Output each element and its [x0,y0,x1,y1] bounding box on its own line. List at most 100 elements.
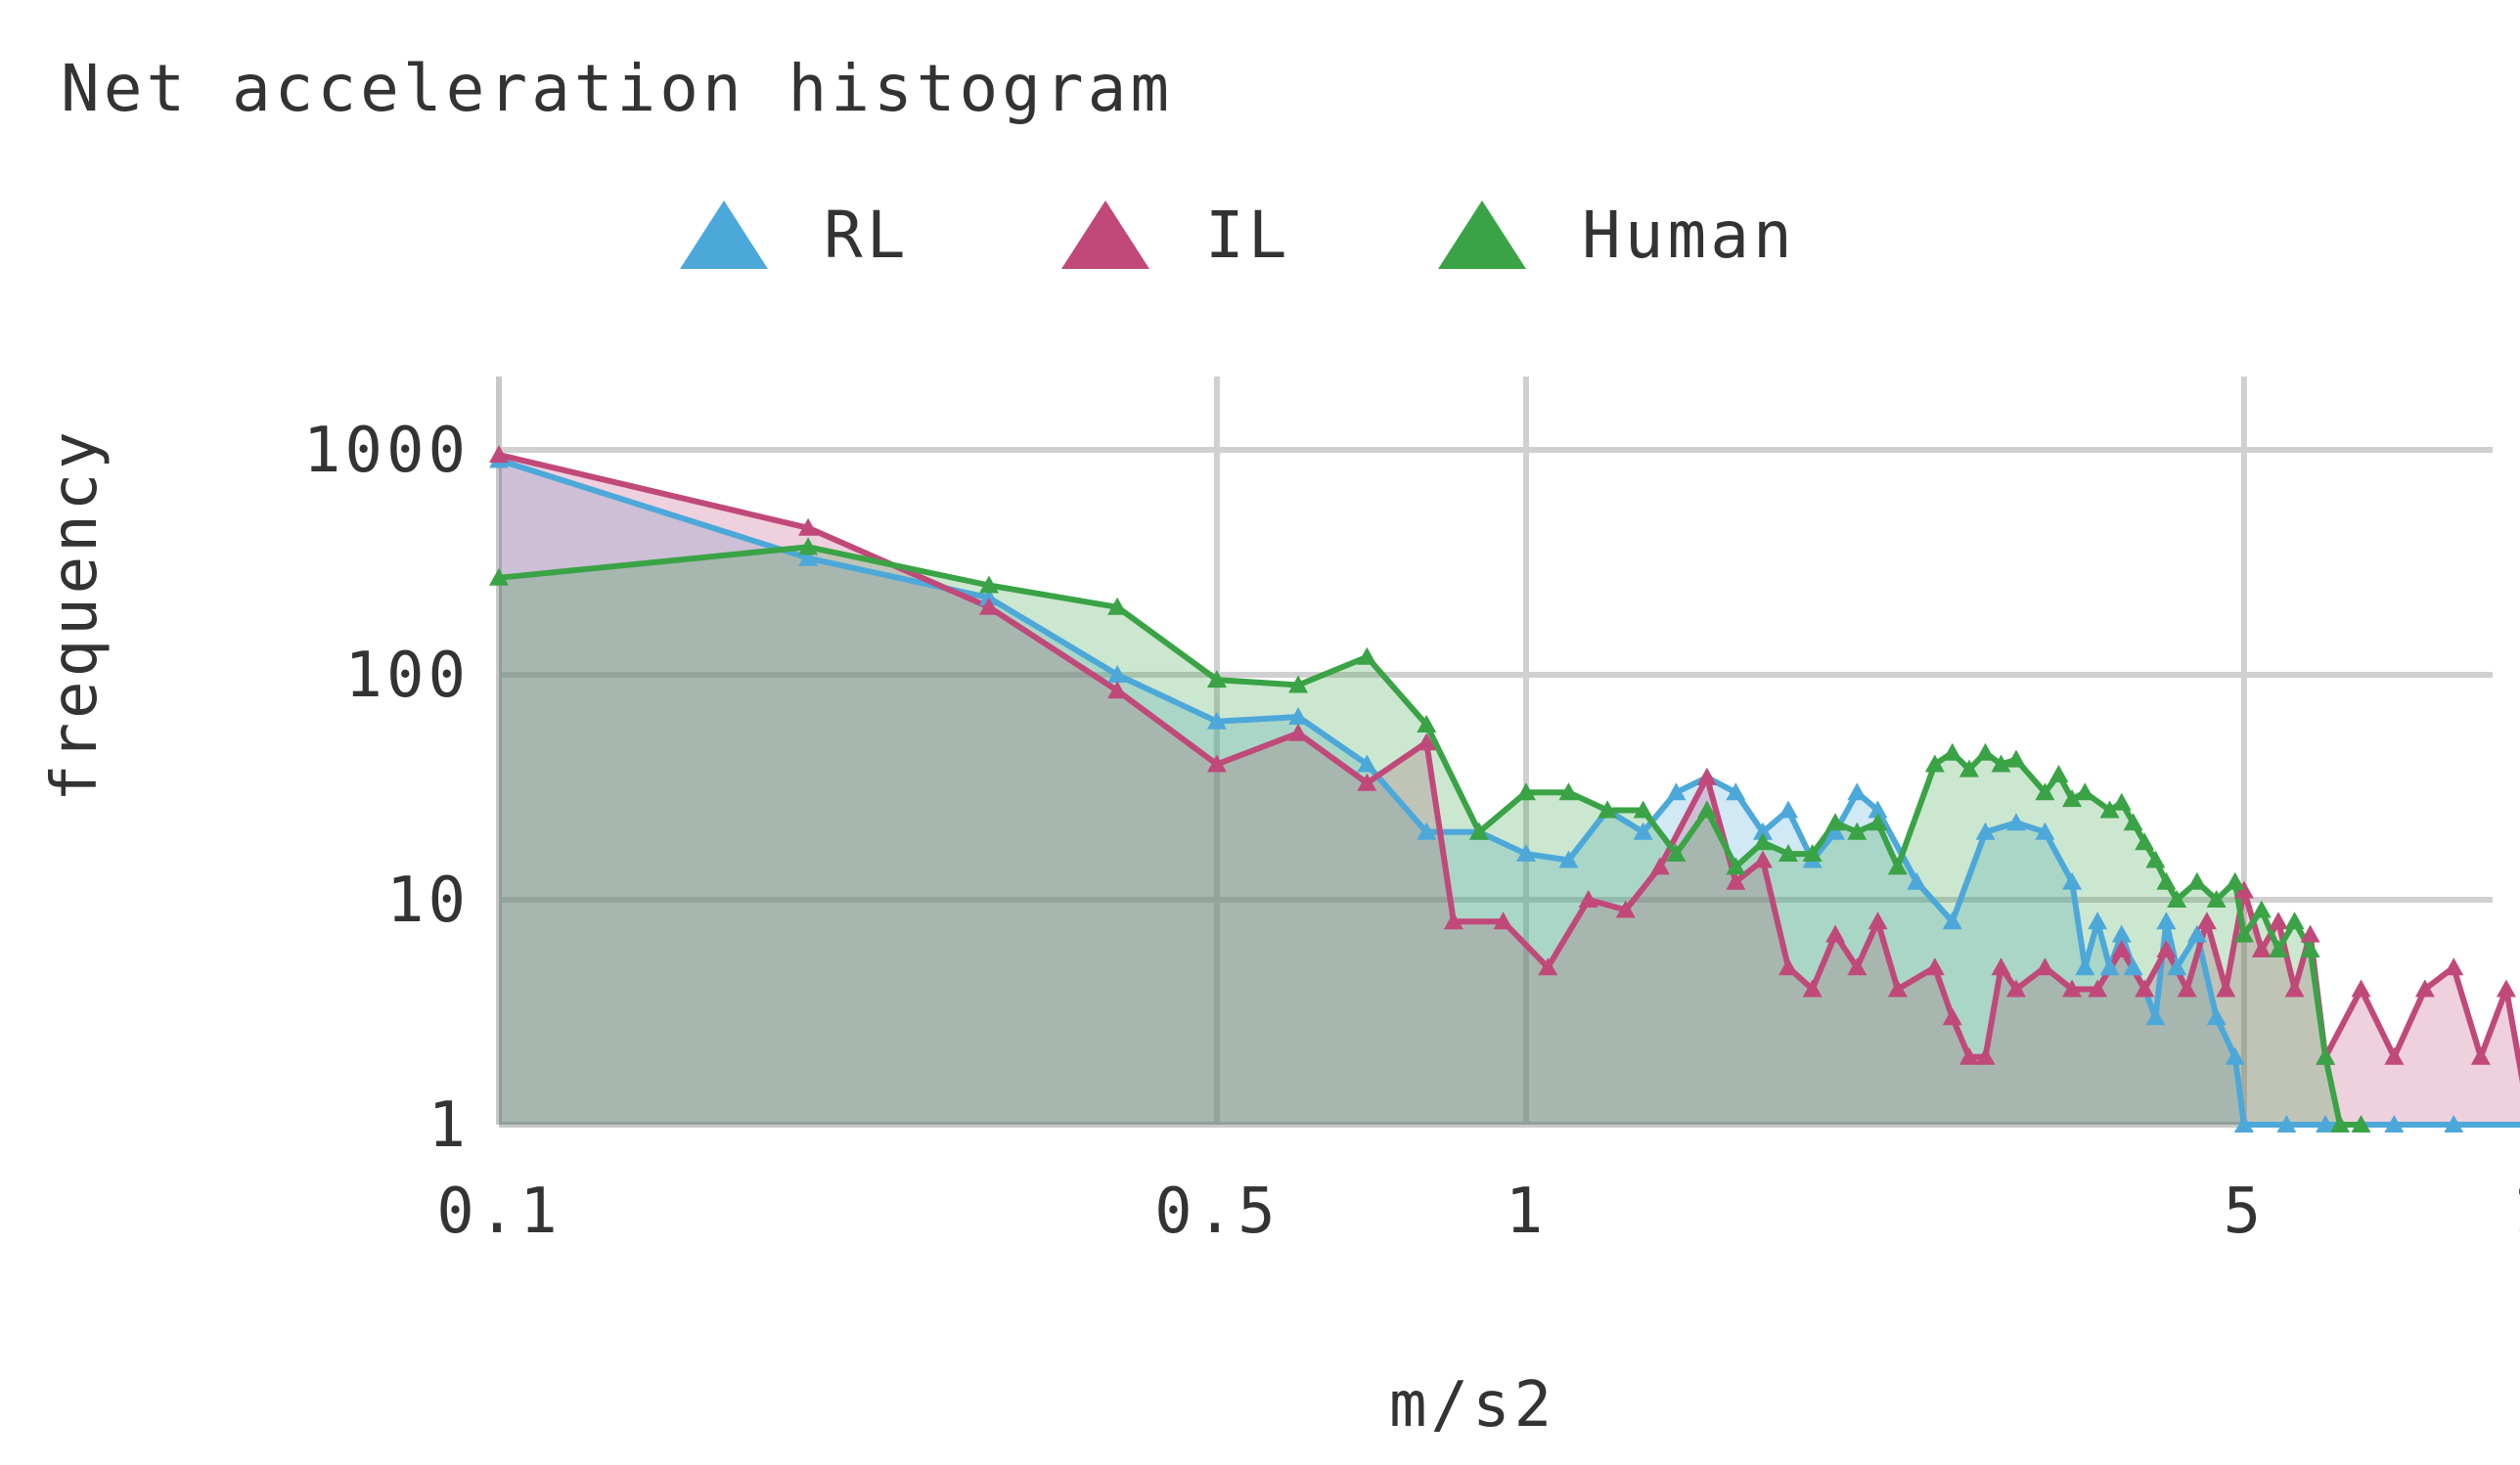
data-point-human [2233,924,2254,943]
data-point-il [2135,979,2155,998]
data-point-il [1752,850,1773,868]
legend-label-il: IL [1205,197,1291,273]
data-point-il [2384,1046,2405,1065]
data-point-rl [2225,1046,2245,1065]
data-point-human [1666,844,1687,863]
data-point-il [1847,957,1868,976]
data-point-rl [978,588,999,606]
data-point-il [798,517,819,536]
data-point-il [1726,871,1746,890]
data-point-rl [2444,1115,2464,1132]
data-point-il [1868,911,1888,930]
data-point-human [1958,759,1979,777]
data-point-il [2470,1046,2491,1065]
data-point-human [1975,742,1996,761]
data-point-il [1778,957,1799,976]
data-point-il [2111,940,2132,958]
data-point-il [2035,957,2055,976]
data-point-rl [1516,844,1536,863]
data-point-human [2330,1115,2351,1132]
data-point-il [2062,979,2083,998]
data-point-rl [1907,871,1927,890]
data-point-human [2099,800,2120,819]
data-point-il [1107,681,1128,699]
data-point-il [1975,1046,1996,1065]
data-point-human [2075,782,2095,801]
data-point-rl [1357,754,1377,773]
data-point-human [2123,813,2143,831]
data-point-human [1107,597,1128,615]
data-point-rl [1868,800,1888,819]
legend-triangle-icon-human [1438,200,1526,269]
data-point-rl [1726,782,1746,801]
data-point-rl [2075,957,2095,976]
data-point-il [1887,979,1908,998]
data-point-il [1991,957,2011,976]
data-point-human [489,567,509,586]
data-point-human [1288,675,1309,693]
data-point-il [1825,924,1846,943]
data-point-il [2284,979,2305,998]
data-point-rl [1847,782,1868,801]
data-point-rl [2316,1115,2336,1132]
series-area-rl [499,460,2520,1125]
data-point-il [1649,857,1670,875]
data-point-human [2186,871,2207,890]
data-point-human [1778,844,1799,863]
data-point-human [1696,800,1717,819]
data-point-il [2269,911,2289,930]
x-axis-label: m/s2 [1389,1369,1556,1442]
data-point-human [1558,782,1579,801]
data-point-human [2351,1115,2371,1132]
data-point-il [1958,1046,1979,1065]
data-point-il [1493,911,1513,930]
data-point-rl [2276,1115,2297,1132]
data-point-human [2206,890,2227,908]
data-point-human [2251,900,2272,918]
data-point-rl [2384,1115,2405,1132]
data-point-il [2196,911,2217,930]
data-point-human [2269,940,2289,958]
grid [496,377,2493,1128]
data-point-rl [2005,813,2026,831]
data-point-human [1991,754,2011,773]
data-point-il [2156,940,2177,958]
data-point-human [2005,749,2026,768]
series-area-il [499,455,2520,1125]
x-tick-label: 0.5 [1154,1176,1280,1248]
data-point-rl [1288,707,1309,726]
data-point-il [1924,957,1945,976]
data-point-rl [2167,957,2187,976]
data-point-rl [2035,821,2055,840]
x-tick-label: 5 [2224,1176,2266,1248]
data-point-human [1752,832,1773,851]
data-point-human [2156,871,2177,890]
data-point-rl [1942,911,1962,930]
y-tick-label: 1 [428,1089,470,1162]
legend-triangle-icon-il [1061,200,1149,269]
data-point-rl [1206,711,1227,730]
data-point-rl [2206,1007,2227,1026]
data-point-human [1802,844,1822,863]
x-tick-label: 0.1 [436,1176,562,1248]
data-point-rl [2111,924,2132,943]
x-tick-label: 10 [2511,1176,2520,1248]
data-point-human [1468,821,1489,840]
data-point-human [1847,821,1868,840]
series-markers [489,445,2516,1132]
data-point-il [2177,979,2197,998]
data-point-il [1206,754,1227,773]
data-point-human [2225,871,2245,890]
data-point-il [1538,957,1558,976]
data-point-il [2216,979,2236,998]
data-point-il [489,445,509,464]
data-point-human [2035,782,2055,801]
data-point-human [1516,782,1536,801]
data-point-human [2284,911,2305,930]
y-tick-label: 10 [386,865,470,937]
data-point-human [2316,1046,2336,1065]
chart-title: Net acceleration histogram [61,51,1174,126]
data-point-human [1206,670,1227,688]
data-point-il [978,597,999,615]
data-point-human [1726,857,1746,875]
